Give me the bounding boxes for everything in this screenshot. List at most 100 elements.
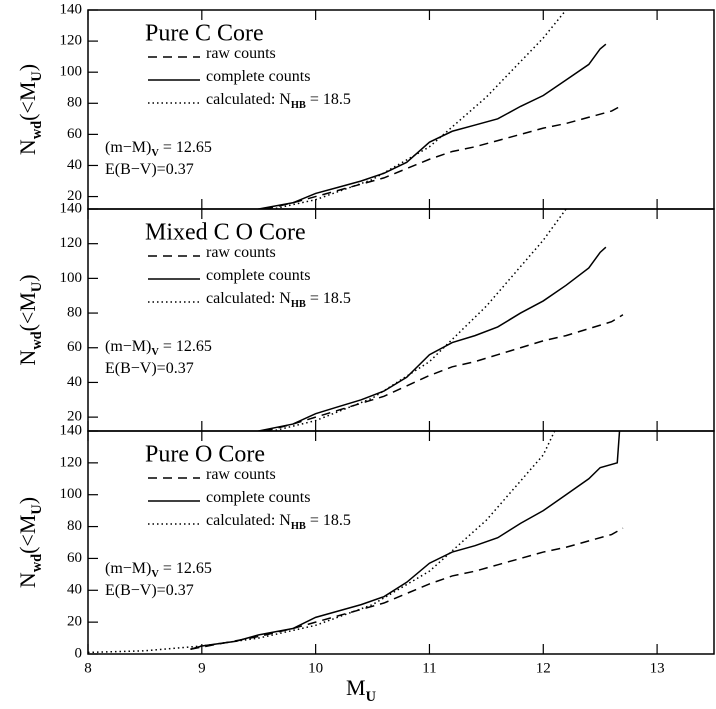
y-tick-label: 20 bbox=[67, 409, 82, 425]
annotation: (m−M)V = 12.65 bbox=[105, 139, 212, 159]
x-tick-label: 8 bbox=[84, 660, 92, 676]
legend-label: raw counts bbox=[206, 466, 276, 483]
text-part: (m−M) bbox=[105, 139, 151, 156]
y-tick-label: 120 bbox=[60, 33, 83, 49]
panel-title: Mixed C O Core bbox=[145, 220, 306, 246]
x-tick-label: 10 bbox=[308, 660, 323, 676]
legend-label: complete counts bbox=[206, 267, 310, 284]
text-part: raw counts bbox=[206, 45, 276, 62]
x-axis-label: MU bbox=[346, 675, 376, 705]
subscript: U bbox=[29, 504, 45, 514]
series-line bbox=[190, 527, 624, 650]
legend-label: calculated: NHB = 18.5 bbox=[206, 512, 351, 532]
text-part: = 18.5 bbox=[306, 290, 351, 307]
panel-title: Pure C Core bbox=[145, 21, 264, 47]
legend-label: raw counts bbox=[206, 244, 276, 261]
text-part: complete counts bbox=[206, 489, 310, 506]
text-part: = 12.65 bbox=[159, 338, 212, 355]
annotation: (m−M)V = 12.65 bbox=[105, 560, 212, 580]
text-part: ) bbox=[15, 274, 40, 281]
y-tick-label: 80 bbox=[67, 95, 82, 111]
y-tick-label: 0 bbox=[75, 645, 83, 661]
y-tick-label: 140 bbox=[60, 422, 83, 438]
y-tick-label: 140 bbox=[60, 200, 83, 216]
text-part: = 12.65 bbox=[159, 139, 212, 156]
y-tick-label: 60 bbox=[67, 550, 82, 566]
text-part: complete counts bbox=[206, 267, 310, 284]
text-part: calculated: N bbox=[206, 512, 291, 529]
text-part: N bbox=[15, 572, 40, 588]
annotation: E(B−V)=0.37 bbox=[105, 582, 194, 599]
y-tick-label: 100 bbox=[60, 270, 83, 286]
x-tick-label: 9 bbox=[198, 660, 206, 676]
subscript: wd bbox=[29, 121, 45, 139]
x-tick-label: 11 bbox=[422, 660, 436, 676]
text-part: (<M bbox=[15, 515, 40, 554]
subscript: wd bbox=[29, 331, 45, 349]
subscript: V bbox=[151, 347, 159, 358]
x-tick-label: 13 bbox=[650, 660, 665, 676]
y-tick-label: 140 bbox=[60, 1, 83, 17]
text-part: = 18.5 bbox=[306, 91, 351, 108]
y-tick-label: 120 bbox=[60, 454, 83, 470]
y-tick-label: 20 bbox=[67, 614, 82, 630]
y-tick-label: 100 bbox=[60, 64, 83, 80]
y-tick-label: 60 bbox=[67, 339, 82, 355]
subscript: U bbox=[29, 71, 45, 81]
text-part: N bbox=[15, 139, 40, 155]
y-tick-label: 20 bbox=[67, 188, 82, 204]
legend-label: calculated: NHB = 18.5 bbox=[206, 91, 351, 111]
text-part: E(B−V)=0.37 bbox=[105, 582, 194, 599]
text-part: E(B−V)=0.37 bbox=[105, 360, 194, 377]
y-axis-label: Nwd(<MU) bbox=[15, 64, 45, 155]
subscript: V bbox=[151, 148, 159, 159]
legend-label: raw counts bbox=[206, 45, 276, 62]
y-tick-label: 120 bbox=[60, 235, 83, 251]
x-tick-label: 12 bbox=[536, 660, 551, 676]
series-line bbox=[269, 209, 567, 431]
text-part: calculated: N bbox=[206, 290, 291, 307]
plot-frame bbox=[87, 430, 715, 655]
annotation: (m−M)V = 12.65 bbox=[105, 338, 212, 358]
text-part: raw counts bbox=[206, 466, 276, 483]
text-part: M bbox=[346, 675, 366, 700]
panel-title: Pure O Core bbox=[145, 442, 265, 468]
subscript: wd bbox=[29, 554, 45, 572]
text-part: ) bbox=[15, 64, 40, 71]
subscript: HB bbox=[291, 100, 306, 111]
legend-label: complete counts bbox=[206, 489, 310, 506]
y-tick-label: 40 bbox=[67, 157, 82, 173]
legend-label: complete counts bbox=[206, 68, 310, 85]
y-tick-label: 80 bbox=[67, 305, 82, 321]
y-tick-label: 40 bbox=[67, 374, 82, 390]
y-axis-label: Nwd(<MU) bbox=[15, 274, 45, 365]
y-tick-label: 40 bbox=[67, 582, 82, 598]
text-part: complete counts bbox=[206, 68, 310, 85]
y-tick-label: 80 bbox=[67, 518, 82, 534]
y-tick-label: 100 bbox=[60, 486, 83, 502]
series-line bbox=[262, 104, 624, 209]
text-part: = 18.5 bbox=[306, 512, 351, 529]
text-part: = 12.65 bbox=[159, 560, 212, 577]
text-part: (m−M) bbox=[105, 560, 151, 577]
text-part: (<M bbox=[15, 292, 40, 331]
text-part: raw counts bbox=[206, 244, 276, 261]
series-line bbox=[255, 43, 607, 209]
series-line bbox=[256, 246, 607, 431]
text-part: calculated: N bbox=[206, 91, 291, 108]
subscript: U bbox=[29, 282, 45, 292]
subscript: HB bbox=[291, 299, 306, 310]
subscript: V bbox=[151, 569, 159, 580]
subscript: HB bbox=[291, 521, 306, 532]
text-part: E(B−V)=0.37 bbox=[105, 161, 194, 178]
text-part: ) bbox=[15, 497, 40, 504]
series-line bbox=[262, 314, 624, 431]
text-part: (<M bbox=[15, 82, 40, 121]
annotation: E(B−V)=0.37 bbox=[105, 360, 194, 377]
text-part: (m−M) bbox=[105, 338, 151, 355]
annotation: E(B−V)=0.37 bbox=[105, 161, 194, 178]
text-part: N bbox=[15, 350, 40, 366]
y-axis-label: Nwd(<MU) bbox=[15, 497, 45, 588]
